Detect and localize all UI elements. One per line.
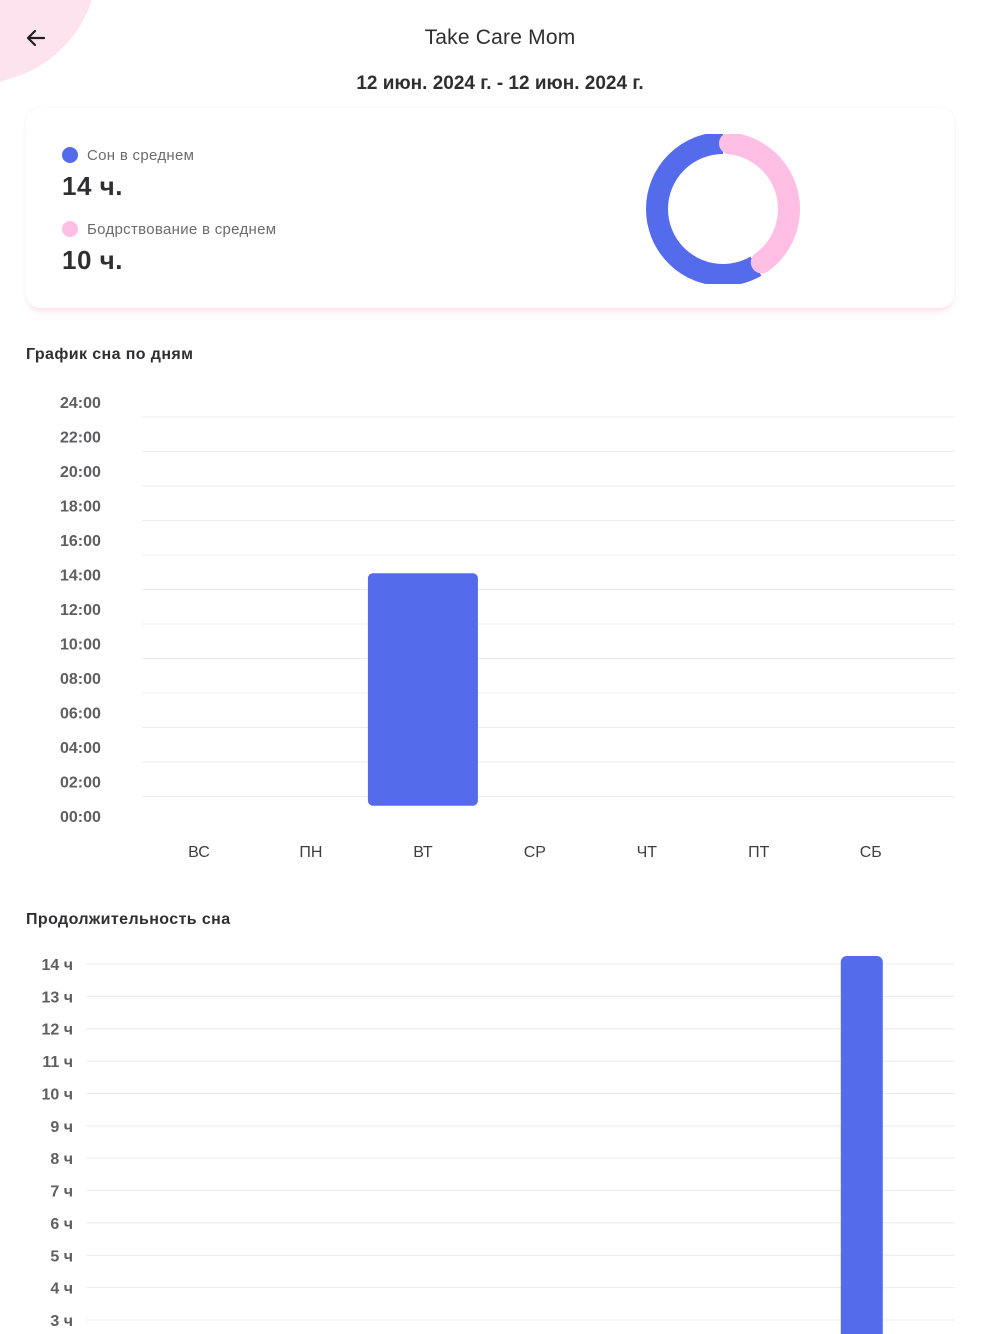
- x-tick-label: ЧТ: [637, 844, 658, 861]
- sleep-range-bar[interactable]: [367, 573, 478, 806]
- sleep-schedule-chart: 00:00 02:00 04:00 06:00 08:00 10:00 12:00 14:00…: [60, 395, 955, 861]
- sleep-legend-dot: [62, 147, 78, 163]
- x-tick-label: СБ: [860, 844, 882, 861]
- y-tick-label: 04:00: [60, 740, 101, 757]
- arrow-left-icon: [26, 29, 46, 47]
- y-tick-label: 24:00: [60, 395, 101, 412]
- y-tick-label: 9 ч: [50, 1119, 73, 1136]
- y-tick-label: 16:00: [60, 533, 101, 550]
- date-range-label[interactable]: 12 июн. 2024 г. - 12 июн. 2024 г.: [356, 73, 644, 94]
- y-tick-label: 7 ч: [50, 1184, 73, 1201]
- y-tick-label: 20:00: [60, 464, 101, 481]
- x-tick-label: ВС: [188, 844, 210, 861]
- y-tick-label: 08:00: [60, 671, 101, 688]
- x-tick-label: ПТ: [748, 844, 770, 861]
- y-tick-label: 18:00: [60, 499, 101, 516]
- y-tick-label: 02:00: [60, 775, 101, 792]
- sleep-duration-bar[interactable]: [840, 956, 883, 1334]
- y-tick-label: 12 ч: [41, 1022, 73, 1039]
- donut-awake-segment: [646, 134, 800, 284]
- average-awake-value: 10 ч.: [62, 245, 123, 275]
- y-tick-label: 11 ч: [42, 1054, 73, 1071]
- y-tick-label: 3 ч: [50, 1313, 73, 1330]
- y-tick-label: 13 ч: [41, 989, 73, 1006]
- average-sleep-value: 14 ч.: [62, 171, 123, 201]
- page-title: Take Care Mom: [424, 26, 576, 49]
- y-tick-label: 10:00: [60, 637, 101, 654]
- y-tick-label: 4 ч: [50, 1281, 73, 1298]
- y-tick-label: 12:00: [60, 602, 101, 619]
- awake-legend-dot: [62, 221, 78, 237]
- y-tick-label: 10 ч: [41, 1086, 73, 1103]
- y-tick-label: 5 ч: [50, 1248, 73, 1265]
- sleep-schedule-title: График сна по дням: [26, 346, 194, 363]
- y-tick-label: 06:00: [60, 706, 101, 723]
- average-awake-label: Бодрствование в среднем: [87, 220, 277, 238]
- average-awake-stat: Бодрствование в среднем 10 ч.: [62, 219, 276, 276]
- sleep-duration-title: Продолжительность сна: [26, 911, 231, 928]
- x-tick-label: ПН: [299, 844, 322, 861]
- y-tick-label: 22:00: [60, 430, 101, 447]
- y-tick-label: 00:00: [60, 809, 101, 826]
- y-tick-label: 6 ч: [50, 1216, 73, 1233]
- x-tick-label: СР: [524, 844, 546, 861]
- average-sleep-stat: Сон в среднем 14 ч.: [62, 145, 194, 202]
- y-tick-label: 14 ч: [41, 957, 73, 974]
- app-header: Take Care Mom: [0, 0, 1000, 76]
- back-button[interactable]: [20, 22, 52, 54]
- sleep-duration-chart: 3 ч 4 ч 5 ч 6 ч 7 ч 8 ч 9 ч 10 ч 11 ч 12 ч 13 ч 14 …: [41, 956, 955, 1334]
- x-tick-label: ВТ: [413, 844, 433, 861]
- sleep-summary-card: Сон в среднем 14 ч. Бодрствование в сред…: [26, 108, 954, 308]
- sleep-awake-donut-chart: [646, 134, 800, 284]
- y-tick-label: 14:00: [60, 568, 101, 585]
- y-tick-label: 8 ч: [50, 1151, 73, 1168]
- average-sleep-label: Сон в среднем: [87, 146, 195, 164]
